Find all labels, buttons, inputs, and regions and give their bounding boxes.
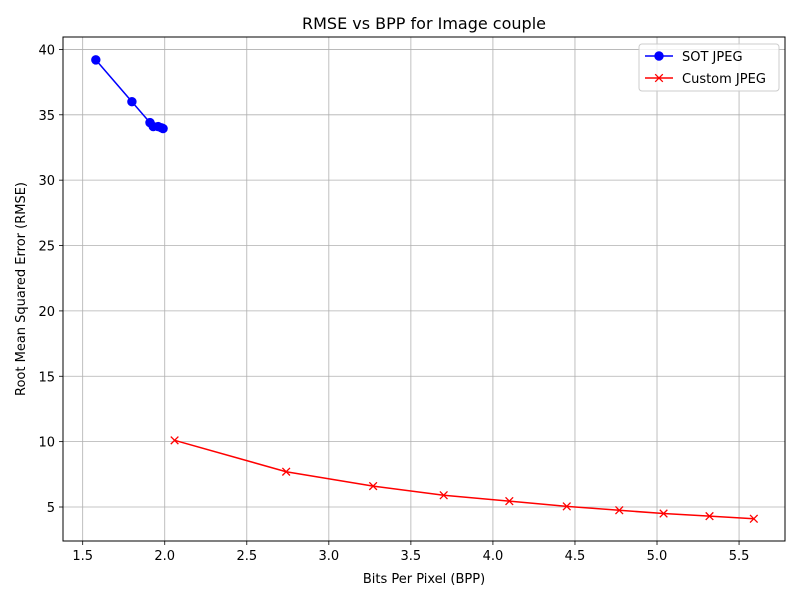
y-tick-label: 15 xyxy=(38,370,55,385)
grid xyxy=(63,37,785,541)
custom-jpeg-point xyxy=(562,502,572,511)
y-tick-label: 25 xyxy=(38,240,55,255)
custom-jpeg-point xyxy=(170,436,179,445)
plot-frame xyxy=(62,36,786,542)
legend-marker-custom-jpeg xyxy=(654,73,664,83)
y-tick-label: 5 xyxy=(47,501,55,516)
custom-jpeg-point xyxy=(505,496,514,506)
custom-jpeg-point xyxy=(705,511,714,521)
x-tick-label: 2.5 xyxy=(236,549,257,564)
x-tick-label: 2.0 xyxy=(154,549,175,564)
x-tick-label: 3.5 xyxy=(401,549,422,564)
custom-jpeg-point xyxy=(368,481,378,491)
legend-label-sot-jpeg: SOT JPEG xyxy=(682,50,743,65)
x-tick-label: 3.0 xyxy=(318,549,339,564)
sot-jpeg-point xyxy=(158,123,168,134)
x-axis-ticks: 1.5 2.0 2.5 3.0 3.5 4.0 4.5 5.0 5.5 xyxy=(72,541,749,564)
y-axis-label: Root Mean Squared Error (RMSE) xyxy=(14,182,29,396)
custom-jpeg-point xyxy=(281,467,291,476)
y-tick-label: 10 xyxy=(38,436,55,451)
legend-entry-sot-jpeg: SOT JPEG xyxy=(645,50,743,65)
x-tick-label: 4.0 xyxy=(483,549,504,564)
legend-label-custom-jpeg: Custom JPEG xyxy=(682,72,766,87)
x-tick-label: 5.5 xyxy=(729,549,750,564)
legend-entry-custom-jpeg: Custom JPEG xyxy=(645,72,766,87)
y-axis-ticks: 5 10 15 20 25 30 35 40 xyxy=(38,43,63,516)
chart-title: RMSE vs BPP for Image couple xyxy=(302,14,546,33)
x-tick-label: 5.0 xyxy=(647,549,668,564)
sot-jpeg-line xyxy=(95,59,164,130)
sot-jpeg-point xyxy=(127,97,137,107)
custom-jpeg-point xyxy=(659,509,668,518)
legend-box xyxy=(638,43,780,92)
x-tick-label: 4.5 xyxy=(565,549,586,564)
x-tick-label: 1.5 xyxy=(72,549,93,564)
custom-jpeg-point xyxy=(439,490,448,500)
custom-jpeg-point xyxy=(749,514,759,524)
y-tick-label: 20 xyxy=(38,305,55,320)
sot-jpeg-point xyxy=(91,55,101,65)
legend: SOT JPEG Custom JPEG xyxy=(638,43,780,92)
custom-jpeg-line xyxy=(174,439,754,520)
y-tick-label: 35 xyxy=(38,109,55,124)
legend-marker-sot-jpeg xyxy=(654,51,664,61)
y-tick-label: 40 xyxy=(38,43,55,58)
plot-area xyxy=(91,55,759,524)
y-tick-label: 30 xyxy=(38,174,55,189)
custom-jpeg-point xyxy=(615,506,624,515)
x-axis-label: Bits Per Pixel (BPP) xyxy=(363,572,485,587)
